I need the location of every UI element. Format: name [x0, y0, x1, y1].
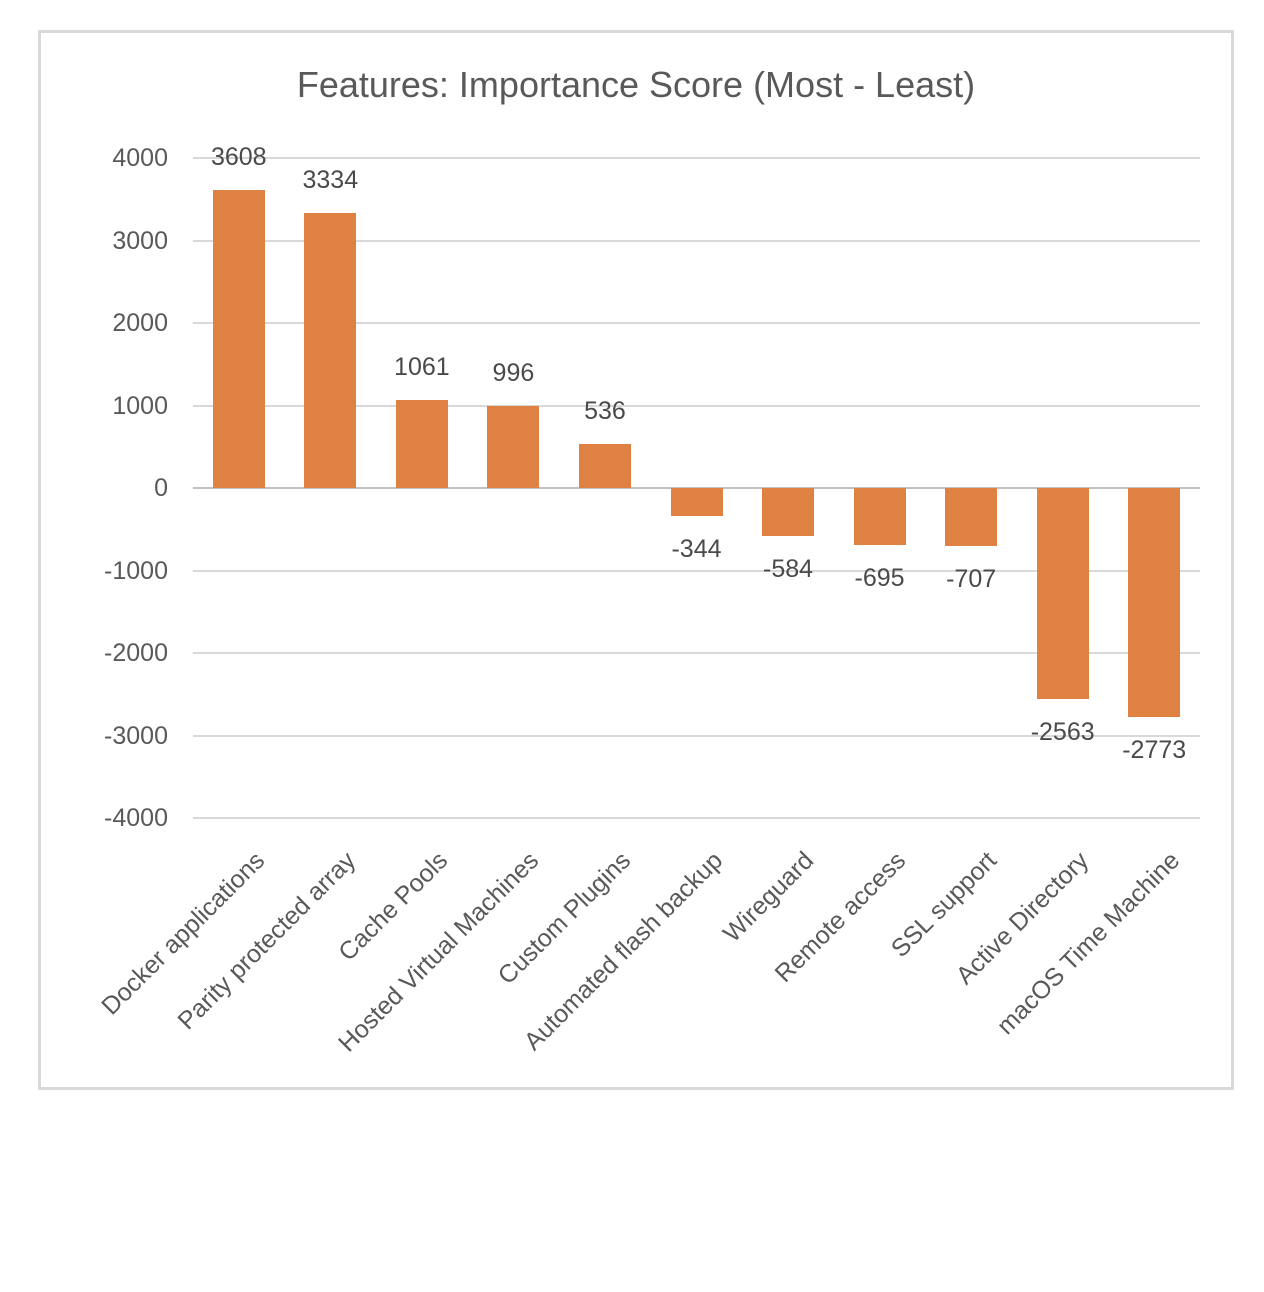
chart-container: Features: Importance Score (Most - Least…: [38, 30, 1234, 1090]
gridline: [193, 322, 1200, 324]
bar-parity-protected-array: [304, 212, 357, 488]
gridline: [193, 157, 1200, 159]
gridline: [193, 734, 1200, 737]
data-label-ssl-support: -707: [946, 565, 997, 594]
bar-remote-access: [853, 488, 906, 546]
bar-wireguard: [762, 488, 815, 537]
data-label-wireguard: -584: [763, 555, 814, 584]
y-tick-label: 1000: [112, 391, 168, 420]
bar-macos-time-machine: [1128, 488, 1181, 717]
data-label-macos-time-machine: -2773: [1122, 735, 1187, 764]
category-label-cache-pools: Cache Pools: [333, 846, 454, 967]
category-label-remote-access: Remote access: [769, 846, 911, 989]
bar-active-directory: [1036, 488, 1089, 700]
data-label-automated-flash-backup: -344: [671, 535, 722, 564]
gridline: [193, 652, 1200, 654]
gridline: [193, 569, 1200, 572]
y-tick-label: -3000: [104, 721, 168, 750]
data-label-hosted-virtual-machines: 996: [492, 358, 535, 387]
bar-automated-flash-backup: [670, 488, 723, 517]
y-tick-label: 4000: [112, 144, 168, 172]
bar-cache-pools: [395, 400, 448, 488]
data-label-cache-pools: 1061: [394, 353, 450, 382]
bar-ssl-support: [945, 488, 998, 547]
y-tick-label: -2000: [104, 639, 168, 667]
category-label-hosted-virtual-machines: Hosted Virtual Machines: [333, 846, 545, 1058]
data-label-custom-plugins: 536: [584, 396, 626, 425]
bar-docker-applications: [212, 190, 265, 488]
category-label-macos-time-machine: macOS Time Machine: [991, 846, 1186, 1041]
category-label-custom-plugins: Custom Plugins: [492, 846, 637, 991]
y-tick-label: -4000: [104, 804, 168, 832]
category-label-wireguard: Wireguard: [717, 846, 820, 948]
bar-hosted-virtual-machines: [487, 405, 540, 488]
data-label-docker-applications: 3608: [210, 143, 267, 172]
chart-title: Features: Importance Score (Most - Least…: [296, 64, 976, 105]
y-tick-label: 0: [154, 474, 168, 502]
data-label-active-directory: -2563: [1030, 718, 1095, 747]
y-tick-label: 3000: [112, 226, 168, 255]
data-label-parity-protected-array: 3334: [302, 165, 359, 194]
data-label-remote-access: -695: [854, 564, 905, 593]
y-tick-label: 2000: [112, 309, 168, 337]
bar-custom-plugins: [578, 443, 631, 488]
gridline: [193, 239, 1200, 242]
category-label-active-directory: Active Directory: [950, 846, 1094, 990]
category-label-ssl-support: SSL support: [885, 846, 1003, 963]
gridline: [193, 404, 1200, 407]
y-tick-label: -1000: [104, 556, 168, 585]
category-label-automated-flash-backup: Automated flash backup: [518, 846, 728, 1056]
gridline: [193, 817, 1200, 819]
